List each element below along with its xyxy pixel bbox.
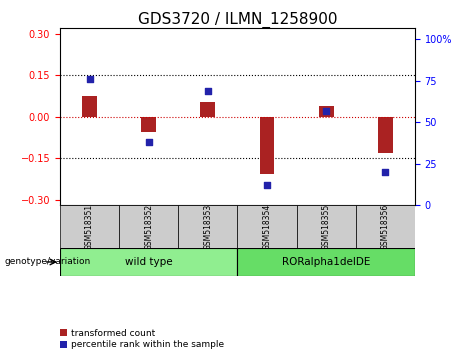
Text: GSM518353: GSM518353 xyxy=(203,204,213,250)
Bar xyxy=(119,205,178,248)
Bar xyxy=(60,248,237,276)
Point xyxy=(382,169,389,175)
Bar xyxy=(141,117,156,132)
Point xyxy=(263,183,271,188)
Title: GDS3720 / ILMN_1258900: GDS3720 / ILMN_1258900 xyxy=(138,12,337,28)
Point xyxy=(204,88,212,94)
Text: GSM518351: GSM518351 xyxy=(85,204,94,250)
Bar xyxy=(178,205,237,248)
Bar xyxy=(319,106,334,117)
Bar xyxy=(296,205,356,248)
Text: wild type: wild type xyxy=(125,257,172,267)
Point xyxy=(322,108,330,114)
Bar xyxy=(201,102,215,117)
Text: GSM518355: GSM518355 xyxy=(322,204,331,250)
Text: GSM518352: GSM518352 xyxy=(144,204,153,250)
Text: GSM518354: GSM518354 xyxy=(262,204,272,250)
Text: GSM518356: GSM518356 xyxy=(381,204,390,250)
Bar xyxy=(356,205,415,248)
Legend: transformed count, percentile rank within the sample: transformed count, percentile rank withi… xyxy=(60,329,224,349)
Text: genotype/variation: genotype/variation xyxy=(5,257,91,267)
Point xyxy=(86,76,93,82)
Point xyxy=(145,139,152,145)
Bar xyxy=(237,248,415,276)
Bar xyxy=(378,117,393,153)
Bar xyxy=(260,117,274,173)
Text: RORalpha1delDE: RORalpha1delDE xyxy=(282,257,370,267)
Bar xyxy=(237,205,296,248)
Bar xyxy=(60,205,119,248)
Bar xyxy=(82,96,97,117)
